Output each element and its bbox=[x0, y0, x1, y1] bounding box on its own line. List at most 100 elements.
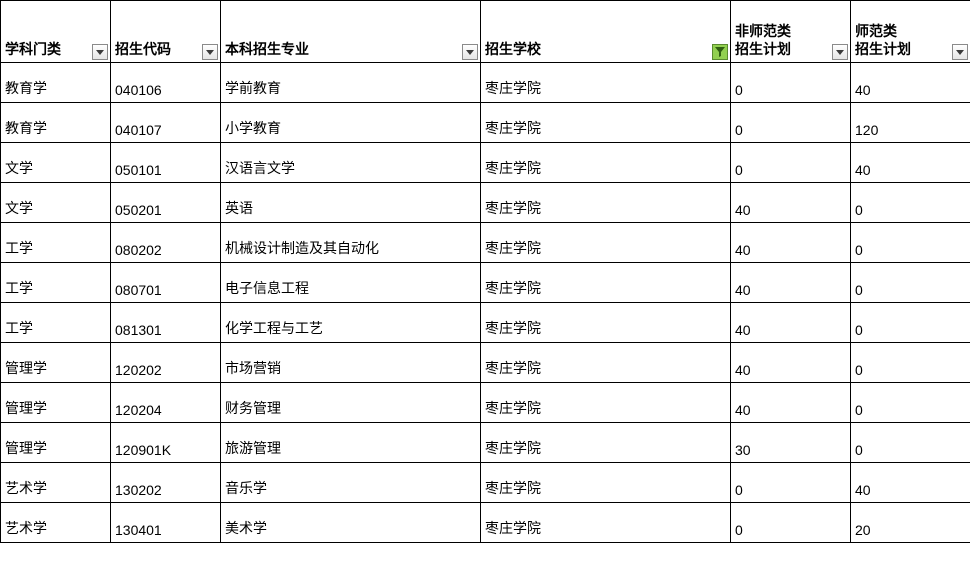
cell-school[interactable]: 枣庄学院 bbox=[481, 143, 731, 183]
cell-normal-plan[interactable]: 0 bbox=[851, 423, 970, 463]
cell-discipline[interactable]: 管理学 bbox=[1, 343, 111, 383]
cell-non-normal-plan[interactable]: 0 bbox=[731, 463, 851, 503]
cell-normal-plan[interactable]: 40 bbox=[851, 143, 970, 183]
cell-non-normal-plan[interactable]: 40 bbox=[731, 183, 851, 223]
cell-code[interactable]: 120901K bbox=[111, 423, 221, 463]
cell-normal-plan[interactable]: 0 bbox=[851, 383, 970, 423]
cell-normal-plan[interactable]: 0 bbox=[851, 223, 970, 263]
cell-discipline[interactable]: 工学 bbox=[1, 263, 111, 303]
filter-dropdown-icon[interactable] bbox=[832, 44, 848, 60]
cell-school[interactable]: 枣庄学院 bbox=[481, 103, 731, 143]
table-header: 学科门类 招生代码 本科招生专业 招生学校 bbox=[1, 1, 970, 63]
cell-major[interactable]: 汉语言文学 bbox=[221, 143, 481, 183]
cell-non-normal-plan[interactable]: 40 bbox=[731, 263, 851, 303]
cell-normal-plan[interactable]: 0 bbox=[851, 183, 970, 223]
cell-school[interactable]: 枣庄学院 bbox=[481, 63, 731, 103]
cell-discipline[interactable]: 艺术学 bbox=[1, 463, 111, 503]
cell-school[interactable]: 枣庄学院 bbox=[481, 303, 731, 343]
cell-school[interactable]: 枣庄学院 bbox=[481, 503, 731, 543]
cell-major[interactable]: 英语 bbox=[221, 183, 481, 223]
col-header-discipline: 学科门类 bbox=[1, 1, 111, 63]
cell-major[interactable]: 音乐学 bbox=[221, 463, 481, 503]
cell-code[interactable]: 130401 bbox=[111, 503, 221, 543]
table-row[interactable]: 管理学 120202 市场营销 枣庄学院 40 0 bbox=[1, 343, 970, 383]
cell-normal-plan[interactable]: 0 bbox=[851, 303, 970, 343]
cell-normal-plan[interactable]: 40 bbox=[851, 63, 970, 103]
cell-code[interactable]: 050201 bbox=[111, 183, 221, 223]
cell-discipline[interactable]: 工学 bbox=[1, 223, 111, 263]
cell-code[interactable]: 120202 bbox=[111, 343, 221, 383]
cell-non-normal-plan[interactable]: 40 bbox=[731, 223, 851, 263]
cell-code[interactable]: 040106 bbox=[111, 63, 221, 103]
filter-dropdown-icon[interactable] bbox=[952, 44, 968, 60]
filter-dropdown-icon[interactable] bbox=[712, 44, 728, 60]
cell-school[interactable]: 枣庄学院 bbox=[481, 463, 731, 503]
cell-major[interactable]: 电子信息工程 bbox=[221, 263, 481, 303]
cell-school[interactable]: 枣庄学院 bbox=[481, 263, 731, 303]
cell-non-normal-plan[interactable]: 0 bbox=[731, 63, 851, 103]
cell-school[interactable]: 枣庄学院 bbox=[481, 343, 731, 383]
cell-discipline[interactable]: 文学 bbox=[1, 143, 111, 183]
cell-code[interactable]: 081301 bbox=[111, 303, 221, 343]
filter-dropdown-icon[interactable] bbox=[92, 44, 108, 60]
cell-code[interactable]: 120204 bbox=[111, 383, 221, 423]
cell-non-normal-plan[interactable]: 0 bbox=[731, 503, 851, 543]
col-header-label: 本科招生专业 bbox=[225, 40, 309, 58]
table-row[interactable]: 工学 080202 机械设计制造及其自动化 枣庄学院 40 0 bbox=[1, 223, 970, 263]
cell-non-normal-plan[interactable]: 30 bbox=[731, 423, 851, 463]
table-row[interactable]: 艺术学 130202 音乐学 枣庄学院 0 40 bbox=[1, 463, 970, 503]
cell-major[interactable]: 机械设计制造及其自动化 bbox=[221, 223, 481, 263]
cell-code[interactable]: 130202 bbox=[111, 463, 221, 503]
cell-code[interactable]: 050101 bbox=[111, 143, 221, 183]
col-header-normal-plan: 师范类招生计划 bbox=[851, 1, 970, 63]
cell-major[interactable]: 市场营销 bbox=[221, 343, 481, 383]
cell-major[interactable]: 旅游管理 bbox=[221, 423, 481, 463]
col-header-label: 招生学校 bbox=[485, 40, 541, 58]
table-row[interactable]: 管理学 120901K 旅游管理 枣庄学院 30 0 bbox=[1, 423, 970, 463]
cell-discipline[interactable]: 教育学 bbox=[1, 103, 111, 143]
filter-dropdown-icon[interactable] bbox=[202, 44, 218, 60]
cell-discipline[interactable]: 管理学 bbox=[1, 383, 111, 423]
cell-major[interactable]: 化学工程与工艺 bbox=[221, 303, 481, 343]
cell-major[interactable]: 学前教育 bbox=[221, 63, 481, 103]
cell-non-normal-plan[interactable]: 40 bbox=[731, 343, 851, 383]
cell-code[interactable]: 080202 bbox=[111, 223, 221, 263]
cell-non-normal-plan[interactable]: 0 bbox=[731, 143, 851, 183]
cell-discipline[interactable]: 管理学 bbox=[1, 423, 111, 463]
cell-normal-plan[interactable]: 120 bbox=[851, 103, 970, 143]
filter-dropdown-icon[interactable] bbox=[462, 44, 478, 60]
table-row[interactable]: 管理学 120204 财务管理 枣庄学院 40 0 bbox=[1, 383, 970, 423]
col-header-label: 非师范类招生计划 bbox=[735, 22, 791, 58]
cell-code[interactable]: 080701 bbox=[111, 263, 221, 303]
table-row[interactable]: 工学 080701 电子信息工程 枣庄学院 40 0 bbox=[1, 263, 970, 303]
table-row[interactable]: 文学 050101 汉语言文学 枣庄学院 0 40 bbox=[1, 143, 970, 183]
cell-normal-plan[interactable]: 0 bbox=[851, 343, 970, 383]
cell-discipline[interactable]: 教育学 bbox=[1, 63, 111, 103]
table-row[interactable]: 工学 081301 化学工程与工艺 枣庄学院 40 0 bbox=[1, 303, 970, 343]
cell-code[interactable]: 040107 bbox=[111, 103, 221, 143]
cell-normal-plan[interactable]: 20 bbox=[851, 503, 970, 543]
table-row[interactable]: 教育学 040107 小学教育 枣庄学院 0 120 bbox=[1, 103, 970, 143]
cell-major[interactable]: 美术学 bbox=[221, 503, 481, 543]
cell-non-normal-plan[interactable]: 0 bbox=[731, 103, 851, 143]
cell-school[interactable]: 枣庄学院 bbox=[481, 183, 731, 223]
cell-discipline[interactable]: 艺术学 bbox=[1, 503, 111, 543]
cell-discipline[interactable]: 工学 bbox=[1, 303, 111, 343]
table-row[interactable]: 艺术学 130401 美术学 枣庄学院 0 20 bbox=[1, 503, 970, 543]
cell-normal-plan[interactable]: 40 bbox=[851, 463, 970, 503]
cell-school[interactable]: 枣庄学院 bbox=[481, 383, 731, 423]
cell-non-normal-plan[interactable]: 40 bbox=[731, 383, 851, 423]
cell-discipline[interactable]: 文学 bbox=[1, 183, 111, 223]
table-row[interactable]: 教育学 040106 学前教育 枣庄学院 0 40 bbox=[1, 63, 970, 103]
col-header-label: 学科门类 bbox=[5, 40, 61, 58]
col-header-label: 招生代码 bbox=[115, 40, 171, 58]
table-row[interactable]: 文学 050201 英语 枣庄学院 40 0 bbox=[1, 183, 970, 223]
col-header-school: 招生学校 bbox=[481, 1, 731, 63]
cell-major[interactable]: 财务管理 bbox=[221, 383, 481, 423]
cell-non-normal-plan[interactable]: 40 bbox=[731, 303, 851, 343]
col-header-label: 师范类招生计划 bbox=[855, 22, 911, 58]
cell-normal-plan[interactable]: 0 bbox=[851, 263, 970, 303]
cell-major[interactable]: 小学教育 bbox=[221, 103, 481, 143]
cell-school[interactable]: 枣庄学院 bbox=[481, 423, 731, 463]
cell-school[interactable]: 枣庄学院 bbox=[481, 223, 731, 263]
